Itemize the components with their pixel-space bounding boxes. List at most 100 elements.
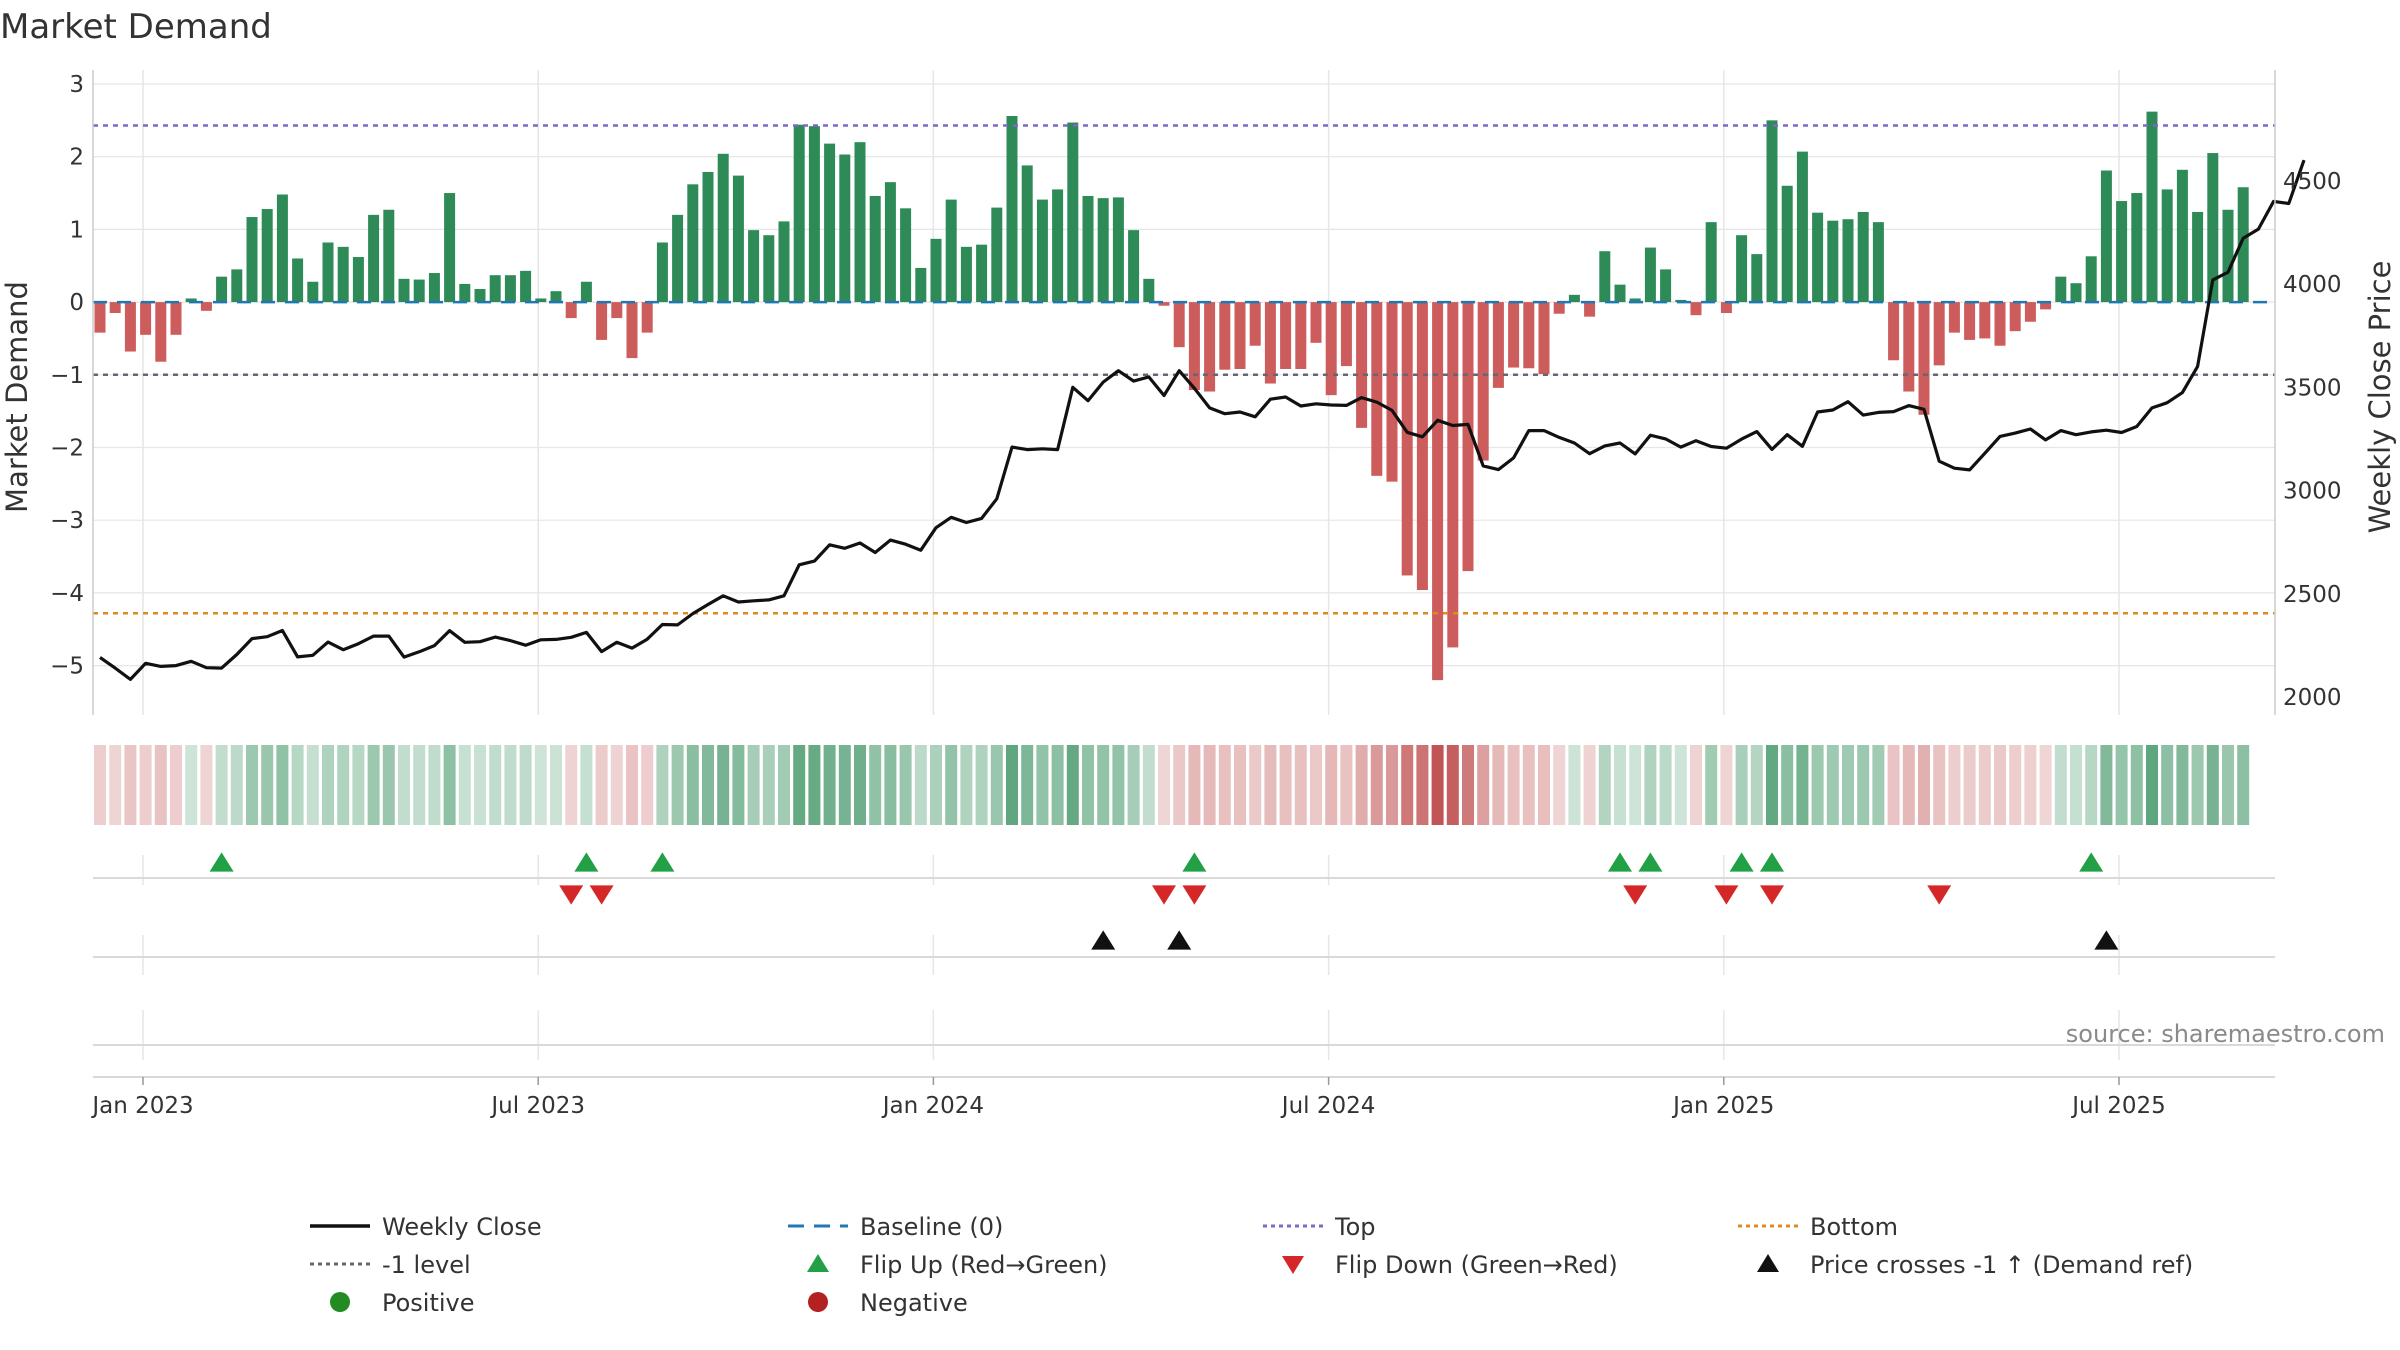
demand-bar <box>2176 169 2188 303</box>
demand-bar <box>398 278 410 303</box>
demand-bar <box>1888 302 1900 361</box>
demand-heat-strip <box>94 745 2250 825</box>
heat-cell <box>1477 745 1490 825</box>
demand-bar <box>1705 222 1717 303</box>
heat-cell <box>398 745 410 825</box>
legend-swatch-triangle-up <box>807 1254 829 1272</box>
y-left-tick-label: 1 <box>69 217 84 243</box>
heat-cell <box>2100 745 2113 825</box>
demand-bar <box>1340 302 1352 367</box>
heat-cell <box>2146 745 2158 825</box>
demand-bar <box>611 302 623 319</box>
demand-bar <box>884 182 896 303</box>
legend-item: Negative <box>808 1289 968 1317</box>
flip-up-marker <box>1608 852 1632 872</box>
heat-cell <box>1340 745 1353 825</box>
demand-bar <box>520 270 532 303</box>
heat-cell <box>504 745 517 825</box>
demand-bar <box>1766 120 1778 303</box>
price-cross-marker <box>2094 930 2119 950</box>
heat-cell <box>1568 745 1581 825</box>
heat-cell <box>382 745 395 825</box>
heat-cell <box>1386 745 1398 825</box>
demand-bar <box>1842 219 1854 303</box>
demand-bar <box>2055 276 2067 303</box>
demand-bar <box>915 267 927 303</box>
demand-bar <box>1447 302 1459 648</box>
demand-bar <box>869 195 881 303</box>
demand-bar <box>991 207 1003 303</box>
demand-bar <box>1918 302 1930 415</box>
heat-cell <box>793 745 806 825</box>
y-right-tick-label: 4000 <box>2283 272 2342 298</box>
heat-cell <box>1902 745 1915 825</box>
heat-cell <box>413 745 426 825</box>
demand-bar <box>1386 302 1398 482</box>
demand-bar <box>1872 222 1884 303</box>
heat-cell <box>854 745 866 825</box>
axes-layer: 3 2 1 0 −1 −2 −3 −4 −5 4500 4000 3500 3000 2500 2000 Ja… <box>50 70 2342 1119</box>
legend-label: Top <box>1334 1213 1376 1241</box>
demand-bar <box>109 302 121 314</box>
flip-down-marker <box>1182 885 1207 905</box>
heat-cell <box>1066 745 1079 825</box>
x-tick-label: Jul 2023 <box>489 1093 585 1119</box>
demand-bar <box>2131 193 2143 303</box>
heat-cell <box>230 745 243 825</box>
legend-label: Baseline (0) <box>860 1213 1003 1241</box>
heat-cell <box>641 745 654 825</box>
heat-cell <box>1021 745 1034 825</box>
heat-cell <box>1766 745 1778 825</box>
demand-bar <box>2207 153 2219 303</box>
legend-item: Flip Down (Green→Red) <box>1282 1251 1618 1279</box>
demand-bar <box>1508 302 1520 368</box>
heat-cell <box>1887 745 1900 825</box>
demand-bar <box>2085 256 2097 303</box>
demand-bar <box>2237 187 2249 303</box>
heat-cell <box>1644 745 1657 825</box>
demand-bars <box>94 111 2249 681</box>
demand-bar <box>1204 302 1216 392</box>
signal-event-rows <box>93 852 2275 1046</box>
demand-bar <box>672 214 684 303</box>
heat-cell <box>1659 745 1672 825</box>
heat-cell <box>2237 745 2250 825</box>
demand-bar <box>1660 269 1672 303</box>
demand-bar <box>626 302 638 359</box>
heat-cell <box>139 745 152 825</box>
legend-item: Baseline (0) <box>788 1213 1003 1241</box>
demand-bar <box>1538 302 1550 375</box>
heat-cell <box>1522 745 1535 825</box>
heat-cell <box>1994 745 2006 825</box>
demand-bar <box>246 217 258 303</box>
y-left-tick-label: −5 <box>50 654 84 680</box>
heat-cell <box>550 745 562 825</box>
source-note: source: sharemaestro.com <box>2066 1020 2385 1048</box>
demand-bar <box>717 153 729 303</box>
legend-label: Bottom <box>1810 1213 1898 1241</box>
demand-bar <box>1052 189 1064 303</box>
demand-bar <box>1401 302 1413 576</box>
price-layer <box>99 159 2306 682</box>
demand-bar <box>1188 302 1200 391</box>
demand-bar <box>1492 302 1504 388</box>
demand-bar <box>1553 302 1565 314</box>
demand-bar <box>1310 302 1322 343</box>
demand-bar <box>824 143 836 303</box>
demand-bar <box>976 244 988 303</box>
heat-cell <box>1370 745 1383 825</box>
demand-bar <box>444 193 456 303</box>
heat-cell <box>2024 745 2037 825</box>
y-left-tick-label: 3 <box>69 72 84 98</box>
demand-bar <box>1933 302 1945 366</box>
demand-bar <box>1036 199 1048 303</box>
heat-cell <box>1750 745 1763 825</box>
heat-cell <box>154 745 167 825</box>
legend-label: Negative <box>860 1289 968 1317</box>
flip-up-marker <box>650 852 675 872</box>
price-cross-marker <box>1167 930 1192 950</box>
demand-bar <box>1112 197 1124 303</box>
legend-swatch-triangle-down <box>1282 1256 1304 1274</box>
demand-bar <box>2009 302 2021 332</box>
heat-cell <box>306 745 319 825</box>
